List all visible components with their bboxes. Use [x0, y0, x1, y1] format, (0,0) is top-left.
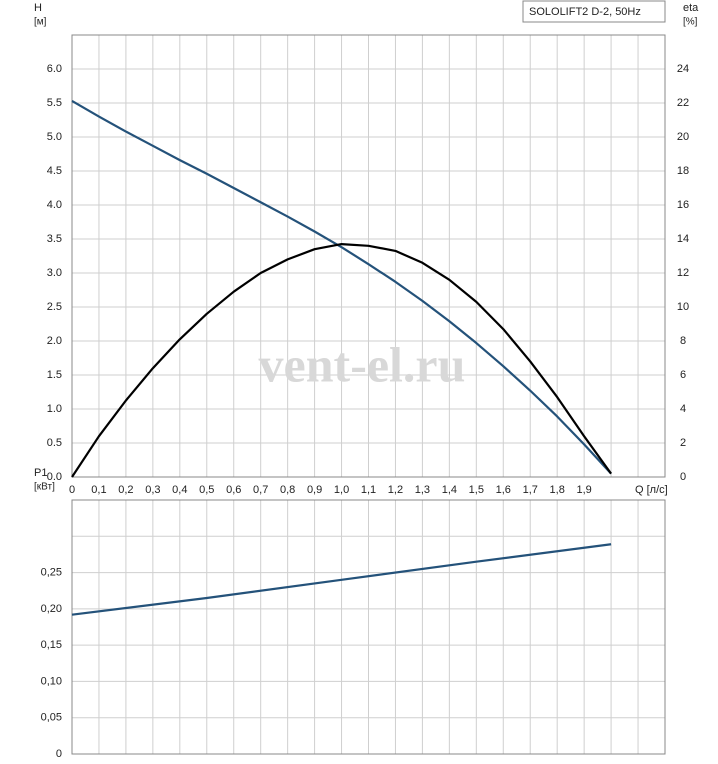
y2-tick-label: 10 [677, 301, 689, 313]
y-tick-label: 5.5 [47, 97, 62, 109]
x-tick-label: 1,1 [361, 484, 376, 496]
y-tick-label: 6.0 [47, 63, 62, 75]
y2-tick-label: 12 [677, 267, 689, 279]
x-tick-label: 0,2 [118, 484, 133, 496]
x-tick-label: 1,3 [415, 484, 430, 496]
y-tick-label: 0,25 [41, 566, 62, 578]
y-tick-label: 3.5 [47, 233, 62, 245]
y-axis-unit: [кВт] [34, 482, 55, 493]
y-tick-label: 0.5 [47, 437, 62, 449]
x-tick-label: 1,0 [334, 484, 349, 496]
x-tick-label: 1,5 [469, 484, 484, 496]
y2-tick-label: 16 [677, 199, 689, 211]
y2-tick-label: 14 [677, 233, 689, 245]
x-tick-label: 1,6 [496, 484, 511, 496]
x-tick-label: 0,5 [199, 484, 214, 496]
y-tick-label: 2.5 [47, 301, 62, 313]
y2-tick-label: 20 [677, 131, 689, 143]
series-line [71, 100, 612, 475]
y-tick-label: 0,15 [41, 639, 62, 651]
x-tick-label: 0 [69, 484, 75, 496]
x-tick-label: 1,2 [388, 484, 403, 496]
x-tick-label: 1,9 [576, 484, 591, 496]
y2-axis-unit: [%] [683, 17, 698, 28]
y2-tick-label: 24 [677, 63, 689, 75]
y-tick-label: 1.0 [47, 403, 62, 415]
legend-box [522, 0, 666, 23]
y2-tick-label: 6 [680, 369, 686, 381]
y-axis-label: P1 [34, 467, 47, 479]
y-tick-label: 3.0 [47, 267, 62, 279]
y-axis-label: H [34, 2, 42, 14]
series-line [71, 243, 612, 478]
x-tick-label: 1,4 [442, 484, 457, 496]
y2-axis-label: eta [683, 2, 699, 14]
y-tick-label: 0,20 [41, 603, 62, 615]
y-tick-label: 4.0 [47, 199, 62, 211]
y-tick-label: 0,10 [41, 675, 62, 687]
x-tick-label: 1,7 [523, 484, 538, 496]
y2-tick-label: 8 [680, 335, 686, 347]
x-tick-label: 0,6 [226, 484, 241, 496]
x-tick-label: 1,8 [550, 484, 565, 496]
plot-border [71, 34, 666, 478]
x-tick-label: 0,7 [253, 484, 268, 496]
x-tick-label: 0,3 [145, 484, 160, 496]
y-tick-label: 5.0 [47, 131, 62, 143]
chart-title: SOLOLIFT2 D-2, 50Hz [529, 6, 641, 18]
y2-tick-label: 0 [680, 471, 686, 483]
y-tick-label: 0,05 [41, 712, 62, 724]
y-tick-label: 1.5 [47, 369, 62, 381]
x-tick-label: 0,9 [307, 484, 322, 496]
series-line [71, 543, 612, 616]
x-axis-label: Q [л/с] [635, 484, 668, 496]
x-tick-label: 0,8 [280, 484, 295, 496]
y-tick-label: 0.0 [47, 471, 62, 483]
y2-tick-label: 4 [680, 403, 686, 415]
x-tick-label: 0,1 [91, 484, 106, 496]
y-axis-unit: [м] [34, 17, 47, 28]
y2-tick-label: 2 [680, 437, 686, 449]
watermark: vent-el.ru [259, 336, 466, 392]
y-tick-label: 0 [56, 748, 62, 760]
y-tick-label: 2.0 [47, 335, 62, 347]
plot-border [71, 499, 666, 755]
y-tick-label: 4.5 [47, 165, 62, 177]
x-tick-label: 0,4 [172, 484, 187, 496]
y2-tick-label: 22 [677, 97, 689, 109]
y2-tick-label: 18 [677, 165, 689, 177]
